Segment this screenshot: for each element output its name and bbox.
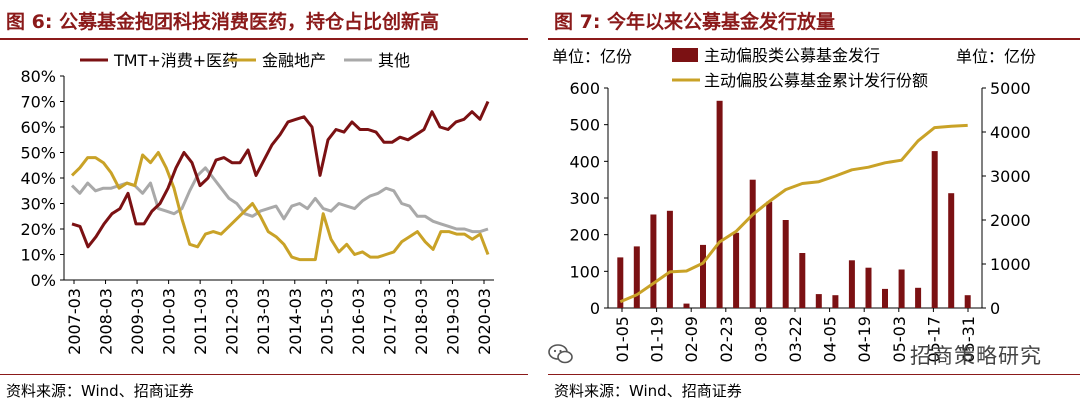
- x-tick-label: 2017-03: [380, 288, 399, 355]
- right-y-tick-label: 0: [990, 299, 1000, 318]
- series-line-金融地产: [70, 151, 490, 262]
- x-tick-label: 2008-03: [97, 288, 116, 355]
- x-tick-label: 05-17: [924, 316, 943, 363]
- bar-issuance: [700, 244, 706, 308]
- right-y-tick-label: 5000: [990, 79, 1031, 98]
- legend-label: TMT+消费+医药: [113, 51, 238, 70]
- bar-line-chart: 单位：亿份 单位：亿份 0 100 200 300 400 500 600 0 1000 2000 30…: [552, 46, 1036, 363]
- bar-issuance: [617, 257, 624, 308]
- x-tick-label: 01-19: [648, 316, 667, 363]
- right-chart-panel: 图 7: 今年以来公募基金发行放量 单位：亿份 单位：亿份 0 100 200 300 40…: [548, 0, 1080, 402]
- bar-issuance: [633, 246, 640, 308]
- bar-issuance: [915, 287, 922, 308]
- chart-title: 图 7: 今年以来公募基金发行放量: [554, 11, 836, 33]
- x-tick-label: 02-23: [717, 316, 736, 363]
- left-y-tick-label: 400: [569, 152, 600, 171]
- bar-issuance: [716, 100, 723, 308]
- y-tick-label: 0%: [31, 271, 56, 290]
- left-y-tick-label: 100: [569, 262, 600, 281]
- bar-issuance: [666, 210, 673, 308]
- footer-divider: [548, 374, 1080, 375]
- bar-issuance: [832, 295, 839, 308]
- x-tick-label: 01-05: [613, 316, 632, 363]
- bar-issuance: [931, 151, 938, 308]
- bar-issuance: [964, 295, 971, 308]
- right-y-tick-label: 4000: [990, 123, 1031, 142]
- series-line-其他: [70, 166, 489, 234]
- bar-issuance: [865, 267, 872, 308]
- bar-issuance: [650, 214, 657, 308]
- right-y-tick-label: 1000: [990, 255, 1031, 274]
- bar-issuance: [898, 269, 905, 308]
- left-y-tick-label: 300: [569, 189, 600, 208]
- bar-issuance: [848, 260, 855, 308]
- x-tick-label: 05-31: [959, 316, 978, 363]
- x-tick-label: 2016-03: [349, 288, 368, 355]
- x-tick-label: 2011-03: [191, 288, 210, 355]
- x-tick-label: 03-22: [786, 316, 805, 363]
- bar-issuance: [733, 232, 740, 308]
- bar-issuance: [882, 288, 888, 308]
- wechat-icon: [548, 344, 573, 364]
- x-tick-label: 2009-03: [128, 288, 147, 355]
- y-tick-label: 70%: [20, 93, 56, 112]
- x-tick-label: 2020-03: [475, 288, 494, 355]
- x-tick-label: 2010-03: [160, 288, 179, 355]
- legend-label: 主动偏股类公募基金发行: [704, 46, 880, 65]
- title-divider: [548, 38, 1080, 40]
- footer-divider: [0, 374, 528, 375]
- left-y-tick-label: 600: [569, 79, 600, 98]
- source-note: 资料来源：Wind、招商证券: [554, 382, 742, 400]
- line-chart: 0% 10% 20% 30% 40% 50% 60% 70% 80% 2007-03 2008-03…: [20, 51, 494, 355]
- legend-label: 金融地产: [262, 51, 326, 70]
- x-tick-label: 02-09: [682, 316, 701, 363]
- y-tick-label: 30%: [20, 195, 56, 214]
- right-y-tick-label: 2000: [990, 211, 1031, 230]
- legend-swatch-bar: [672, 48, 698, 62]
- x-tick-label: 04-19: [855, 316, 874, 363]
- legend-label: 其他: [378, 51, 410, 70]
- y-tick-label: 60%: [20, 118, 56, 137]
- x-tick-label: 2018-03: [412, 288, 431, 355]
- left-y-tick-label: 0: [590, 299, 600, 318]
- left-y-tick-label: 200: [569, 226, 600, 245]
- x-tick-label: 2012-03: [223, 288, 242, 355]
- source-note: 资料来源：Wind、招商证券: [6, 382, 194, 400]
- x-tick-label: 2019-03: [443, 288, 462, 355]
- left-chart-panel: 图 6: 公募基金抱团科技消费医药，持仓占比创新高 0% 10% 20% 30% 40%…: [0, 0, 528, 402]
- left-y-tick-label: 500: [569, 116, 600, 135]
- y-tick-label: 40%: [20, 169, 56, 188]
- bar-issuance: [766, 201, 773, 308]
- title-divider: [0, 38, 528, 40]
- chart-title: 图 6: 公募基金抱团科技消费医药，持仓占比创新高: [6, 11, 440, 33]
- y-tick-label: 80%: [20, 67, 56, 86]
- bar-issuance: [683, 303, 690, 308]
- right-y-tick-label: 3000: [990, 167, 1031, 186]
- watermark: 招商策略研究: [910, 344, 1042, 368]
- x-tick-label: 2015-03: [317, 288, 336, 355]
- x-tick-label: 03-08: [751, 316, 770, 363]
- y-tick-label: 20%: [20, 220, 56, 239]
- bar-issuance: [815, 294, 822, 308]
- y-tick-label: 50%: [20, 144, 56, 163]
- x-tick-label: 05-03: [890, 316, 909, 363]
- x-tick-label: 2007-03: [65, 288, 84, 355]
- bar-issuance: [749, 179, 756, 308]
- right-unit-label: 单位：亿份: [956, 47, 1036, 66]
- bar-issuance: [948, 193, 955, 308]
- series-line-cumulative: [619, 123, 968, 304]
- legend-label: 主动偏股公募基金累计发行份额: [704, 71, 928, 90]
- series-line-TMT+消费+医药: [71, 100, 490, 249]
- y-tick-label: 10%: [20, 246, 56, 265]
- left-unit-label: 单位：亿份: [552, 47, 632, 66]
- x-tick-label: 04-05: [821, 316, 840, 363]
- x-tick-label: 2013-03: [254, 288, 273, 355]
- x-tick-label: 2014-03: [286, 288, 305, 355]
- bar-issuance: [799, 253, 806, 308]
- bar-issuance: [782, 220, 789, 308]
